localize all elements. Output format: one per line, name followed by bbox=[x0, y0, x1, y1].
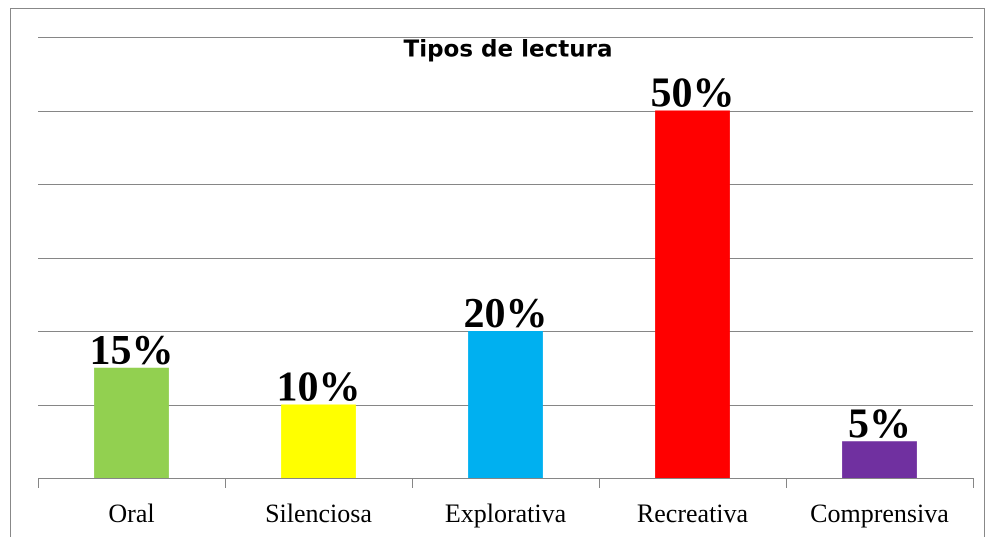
bar bbox=[468, 331, 543, 478]
x-tick-label: Oral bbox=[108, 499, 154, 528]
bar bbox=[655, 110, 730, 478]
data-label: 15% bbox=[90, 328, 174, 374]
chart-title: Tipos de lectura bbox=[404, 37, 613, 63]
bar bbox=[94, 367, 169, 478]
data-label: 20% bbox=[464, 291, 548, 337]
data-label: 10% bbox=[277, 365, 361, 411]
x-tick-label: Comprensiva bbox=[810, 499, 949, 528]
bar bbox=[842, 441, 917, 478]
x-tick-label: Explorativa bbox=[445, 499, 567, 528]
bar bbox=[281, 404, 356, 478]
x-tick-label: Silenciosa bbox=[265, 499, 372, 528]
x-tick-label: Recreativa bbox=[637, 499, 749, 528]
data-label: 5% bbox=[848, 401, 911, 447]
data-label: 50% bbox=[651, 71, 735, 117]
